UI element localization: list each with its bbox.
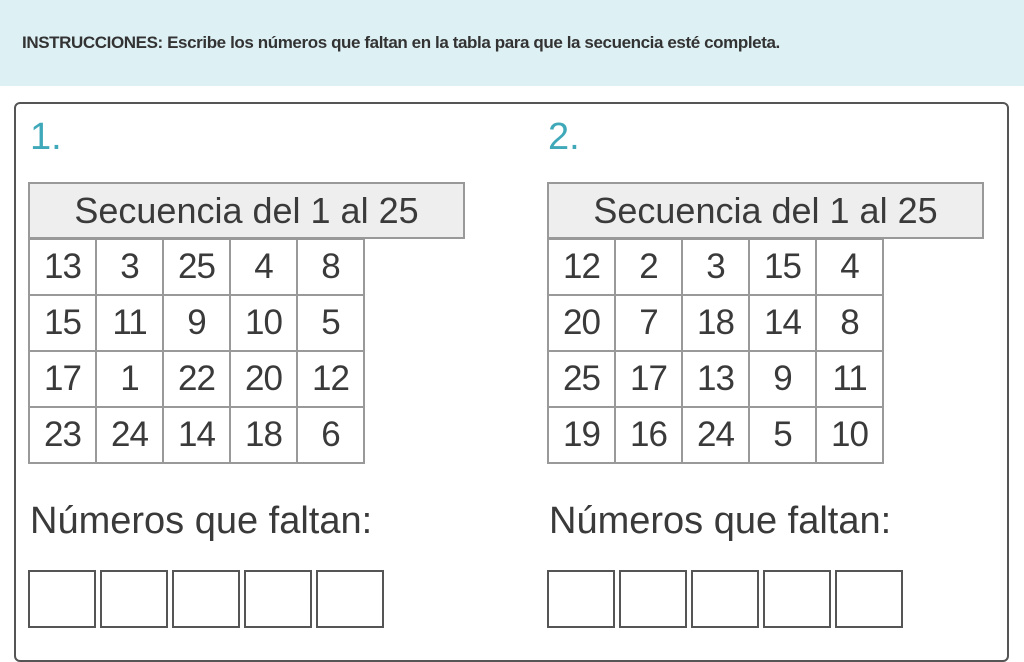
grid-cell: 8: [817, 296, 884, 352]
grid-cell: 12: [549, 240, 616, 296]
grid-cell: 17: [30, 352, 97, 408]
grid-cell: 10: [231, 296, 298, 352]
answer-box[interactable]: [835, 570, 903, 628]
grid-cell: 24: [97, 408, 164, 464]
grid-cell: 6: [298, 408, 365, 464]
answer-box[interactable]: [691, 570, 759, 628]
exercise-number: 1.: [30, 116, 62, 158]
grid-cell: 2: [616, 240, 683, 296]
answer-box[interactable]: [619, 570, 687, 628]
grid-cell: 10: [817, 408, 884, 464]
grid-cell: 13: [683, 352, 750, 408]
answer-boxes: [547, 570, 903, 628]
grid-cell: 18: [683, 296, 750, 352]
grid-cell: 15: [30, 296, 97, 352]
grid-cell: 3: [683, 240, 750, 296]
answer-box[interactable]: [28, 570, 96, 628]
grid-cell: 17: [616, 352, 683, 408]
grid-cell: 24: [683, 408, 750, 464]
exercise-number: 2.: [548, 116, 580, 158]
grid-cell: 11: [817, 352, 884, 408]
grid-cell: 22: [164, 352, 231, 408]
instructions-banner: INSTRUCCIONES: Escribe los números que f…: [0, 0, 1024, 86]
grid-cell: 4: [231, 240, 298, 296]
grid-cell: 25: [164, 240, 231, 296]
grid-cell: 20: [549, 296, 616, 352]
answer-box[interactable]: [763, 570, 831, 628]
grid-cell: 15: [750, 240, 817, 296]
grid-cell: 9: [750, 352, 817, 408]
number-grid: 13 3 25 4 8 15 11 9 10 5 17 1 22 20 12 23 24 14 18 6: [28, 238, 365, 464]
sequence-header: Secuencia del 1 al 25: [28, 182, 465, 239]
grid-cell: 7: [616, 296, 683, 352]
grid-cell: 1: [97, 352, 164, 408]
grid-cell: 13: [30, 240, 97, 296]
grid-cell: 8: [298, 240, 365, 296]
sequence-header: Secuencia del 1 al 25: [547, 182, 984, 239]
answer-box[interactable]: [316, 570, 384, 628]
grid-cell: 4: [817, 240, 884, 296]
grid-cell: 23: [30, 408, 97, 464]
grid-cell: 14: [750, 296, 817, 352]
grid-cell: 14: [164, 408, 231, 464]
grid-cell: 25: [549, 352, 616, 408]
answer-box[interactable]: [172, 570, 240, 628]
grid-cell: 12: [298, 352, 365, 408]
grid-cell: 5: [298, 296, 365, 352]
answer-box[interactable]: [244, 570, 312, 628]
grid-cell: 16: [616, 408, 683, 464]
grid-cell: 9: [164, 296, 231, 352]
instructions-text: INSTRUCCIONES: Escribe los números que f…: [22, 33, 780, 52]
grid-cell: 20: [231, 352, 298, 408]
grid-cell: 19: [549, 408, 616, 464]
missing-numbers-label: Números que faltan:: [549, 500, 892, 542]
grid-cell: 18: [231, 408, 298, 464]
missing-numbers-label: Números que faltan:: [30, 500, 373, 542]
answer-boxes: [28, 570, 384, 628]
grid-cell: 11: [97, 296, 164, 352]
grid-cell: 3: [97, 240, 164, 296]
number-grid: 12 2 3 15 4 20 7 18 14 8 25 17 13 9 11 19 16 24 5 10: [547, 238, 884, 464]
answer-box[interactable]: [100, 570, 168, 628]
answer-box[interactable]: [547, 570, 615, 628]
grid-cell: 5: [750, 408, 817, 464]
